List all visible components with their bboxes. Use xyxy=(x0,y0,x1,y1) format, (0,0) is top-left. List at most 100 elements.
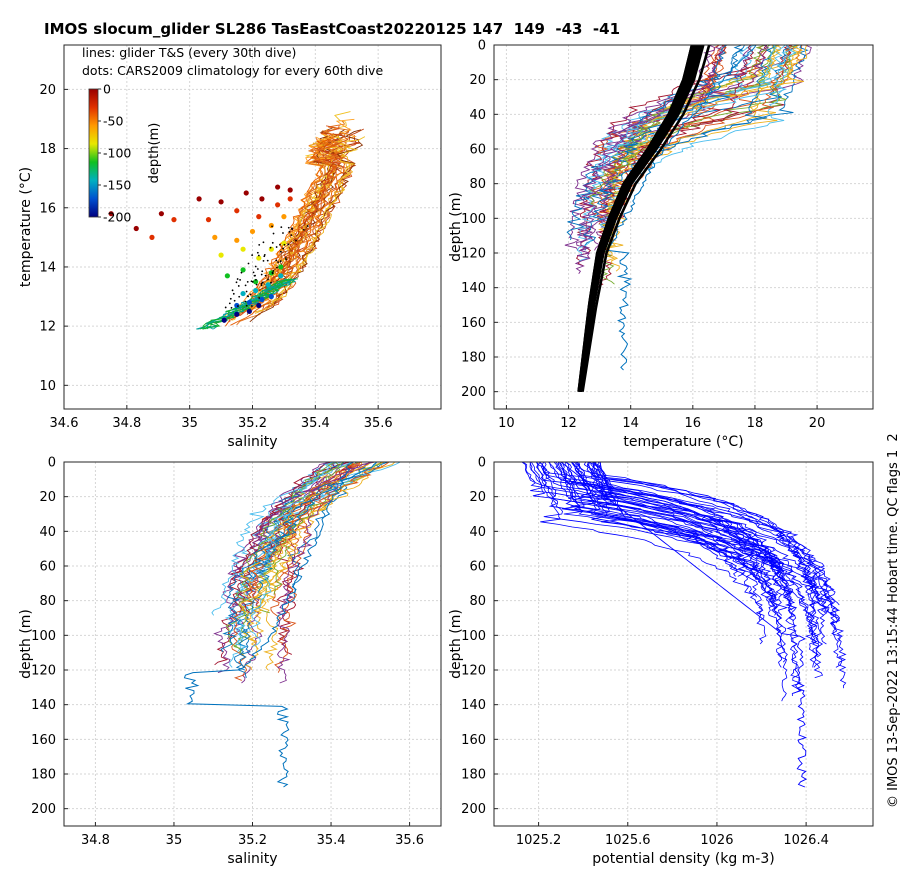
climatology-dot-small xyxy=(271,241,274,244)
y-tick-label: 60 xyxy=(469,560,486,575)
climatology-dot xyxy=(287,187,293,193)
climatology-dot-small xyxy=(288,230,291,233)
legend-lines-text: lines: glider T&S (every 30th dive) xyxy=(82,45,296,60)
climatology-dot xyxy=(171,217,177,223)
climatology-dot-small xyxy=(271,271,274,274)
climatology-dot xyxy=(234,311,240,317)
y-tick-label: 180 xyxy=(461,768,486,783)
climatology-dot-small xyxy=(280,226,283,229)
ts-xlabel: salinity xyxy=(227,434,277,450)
y-tick-label: 60 xyxy=(39,560,56,575)
climatology-dot-small xyxy=(287,243,290,246)
climatology-dot-small xyxy=(244,300,247,303)
density-profile-line xyxy=(548,462,783,668)
climatology-dot xyxy=(205,217,212,223)
climatology-dot-small xyxy=(272,232,275,235)
x-tick-label: 10 xyxy=(498,416,515,431)
panel-temperature-profile: 10 12 14 16 18 20020406080100120140160180200 … xyxy=(448,39,874,450)
climatology-dot-small xyxy=(302,228,305,231)
axes-frame xyxy=(63,44,442,410)
colorbar-gradient xyxy=(88,88,99,218)
y-tick-label: 12 xyxy=(39,320,56,335)
salinity-profile-line xyxy=(220,462,378,653)
y-tick-label: 60 xyxy=(469,143,486,158)
climatology-dot-small xyxy=(238,295,241,298)
climatology-dot-small xyxy=(247,262,250,265)
density-profile-line xyxy=(575,462,758,580)
temp-ylabel: depth (m) xyxy=(448,192,464,262)
sal-xlabel: salinity xyxy=(227,851,277,867)
climatology-dot-small xyxy=(290,234,293,237)
climatology-dot-small xyxy=(283,243,286,246)
y-tick-label: 160 xyxy=(31,733,56,748)
climatology-dot-small xyxy=(237,285,240,287)
climatology-dot xyxy=(224,273,230,279)
climatology-dot xyxy=(287,196,293,202)
climatology-dot-small xyxy=(246,280,249,283)
climatology-dot-small xyxy=(255,283,258,286)
climatology-dot-small xyxy=(291,227,293,230)
density-profile-line xyxy=(598,462,768,590)
climatology-dot-small xyxy=(277,261,280,264)
x-tick-label: 35 xyxy=(166,833,183,848)
density-profile-line xyxy=(553,462,788,663)
climatology-dot xyxy=(246,299,252,306)
glider-ts-line xyxy=(202,278,293,330)
y-tick-label: 120 xyxy=(31,664,56,679)
y-tick-label: 16 xyxy=(39,201,56,216)
climatology-profile-line xyxy=(577,45,696,392)
climatology-dot xyxy=(221,317,227,323)
y-tick-label: 180 xyxy=(461,351,486,366)
climatology-dot-small xyxy=(306,225,309,227)
climatology-dot-small xyxy=(231,289,234,292)
density-profile-line xyxy=(588,462,793,611)
axes-frame xyxy=(63,461,442,827)
climatology-dot-small xyxy=(235,281,238,284)
y-tick-label: 20 xyxy=(39,490,56,505)
climatology-dot-small xyxy=(224,306,227,309)
climatology-dot xyxy=(133,225,139,232)
x-tick-label: 14 xyxy=(622,416,639,431)
y-tick-label: 20 xyxy=(469,73,486,88)
x-tick-label: 35.2 xyxy=(238,416,267,431)
y-tick-label: 140 xyxy=(461,698,486,713)
climatology-dot-small xyxy=(262,241,265,244)
glider-ts-line xyxy=(243,130,334,307)
climatology-dot xyxy=(278,273,284,279)
y-tick-label: 20 xyxy=(39,83,56,98)
y-tick-label: 200 xyxy=(461,802,486,817)
ts-ylabel: temperature (°C) xyxy=(18,167,34,287)
salinity-profile-line xyxy=(213,462,331,674)
climatology-dot-small xyxy=(257,254,260,257)
climatology-dot xyxy=(218,252,224,258)
colorbar-tick-label: -100 xyxy=(103,146,131,161)
climatology-dot-small xyxy=(240,271,243,274)
density-profile-line xyxy=(566,462,789,593)
temperature-profile-line xyxy=(697,45,755,126)
salinity-profile-line xyxy=(276,462,371,684)
x-tick-label: 34.6 xyxy=(50,416,79,431)
climatology-dot-small xyxy=(255,278,257,281)
temperature-profile-line xyxy=(584,45,720,212)
y-tick-label: 200 xyxy=(31,802,56,817)
x-tick-label: 1025.6 xyxy=(605,833,651,848)
salinity-profile-line xyxy=(237,462,374,678)
y-tick-label: 180 xyxy=(31,768,56,783)
y-tick-label: 80 xyxy=(469,594,486,609)
climatology-dot-small xyxy=(252,271,255,274)
climatology-dot-small xyxy=(279,243,281,246)
climatology-dot xyxy=(249,228,256,235)
salinity-profile-line xyxy=(244,462,396,671)
climatology-dot xyxy=(196,196,202,202)
climatology-dot-small xyxy=(284,257,287,259)
y-tick-label: 80 xyxy=(39,594,56,609)
x-tick-label: 35.4 xyxy=(301,416,330,431)
climatology-dot xyxy=(108,211,114,217)
climatology-dot xyxy=(253,279,259,285)
climatology-dot-small xyxy=(279,250,282,253)
climatology-dot-small xyxy=(250,280,253,283)
salinity-profile-line xyxy=(241,462,330,588)
glider-ts-line xyxy=(267,128,365,308)
y-tick-label: 80 xyxy=(469,177,486,192)
density-profile-line xyxy=(587,462,824,679)
